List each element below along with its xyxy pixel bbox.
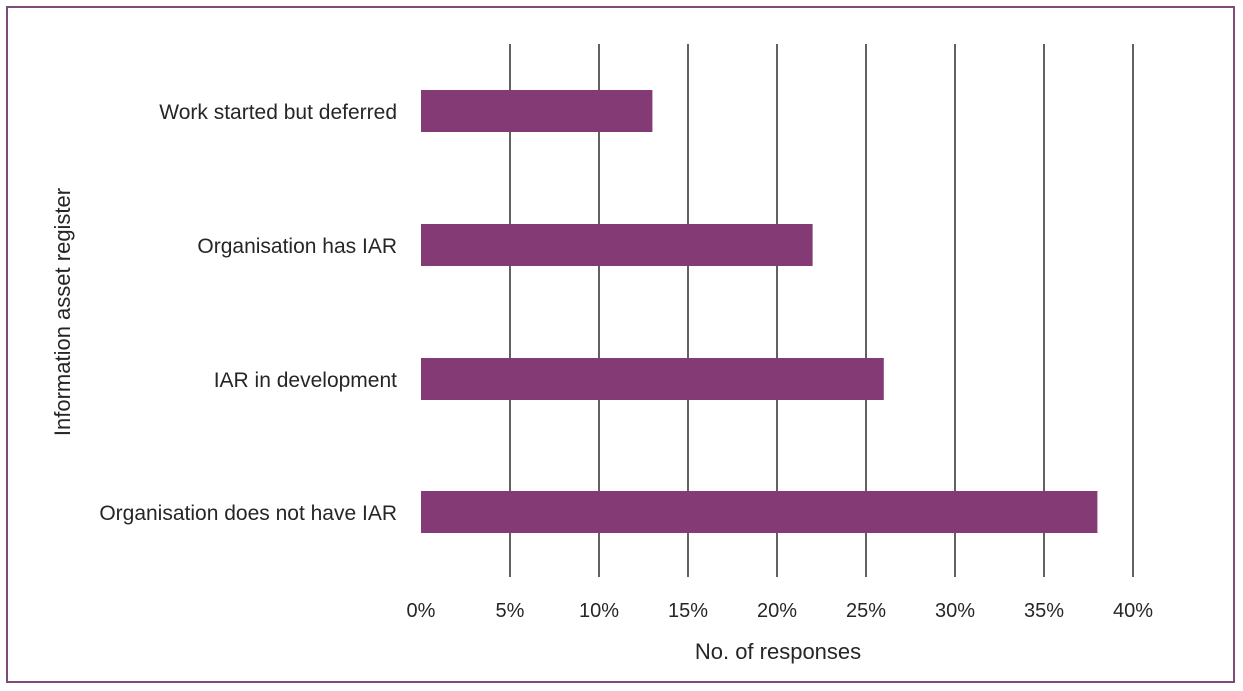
- x-axis-label: No. of responses: [695, 639, 861, 664]
- x-tick-label-15: 15%: [668, 600, 708, 622]
- bar-1: [421, 90, 653, 132]
- bar-3: [421, 358, 884, 400]
- x-tick-label-25: 25%: [846, 600, 886, 622]
- x-tick-label-40: 40%: [1113, 600, 1153, 622]
- bars: [421, 90, 1098, 533]
- x-tick-label-5: 5%: [496, 600, 525, 622]
- category-label-2: Organisation has IAR: [197, 235, 397, 258]
- x-tick-label-10: 10%: [579, 600, 619, 622]
- bar-2: [421, 224, 813, 266]
- x-tick-label-35: 35%: [1024, 600, 1064, 622]
- category-label-1: Work started but deferred: [159, 101, 397, 124]
- x-tick-label-30: 30%: [935, 600, 975, 622]
- x-tick-label-0: 0%: [407, 600, 436, 622]
- bar-4: [421, 491, 1098, 533]
- x-tick-labels: 0% 5% 10% 15% 20% 25% 30% 35% 40%: [407, 600, 1154, 622]
- category-label-4: Organisation does not have IAR: [99, 502, 397, 525]
- x-tick-label-20: 20%: [757, 600, 797, 622]
- category-label-3: IAR in development: [214, 369, 397, 392]
- y-axis-label: Information asset register: [50, 188, 75, 436]
- gridlines: [509, 44, 1134, 577]
- category-labels: Work started but deferred Organisation ha…: [99, 101, 397, 525]
